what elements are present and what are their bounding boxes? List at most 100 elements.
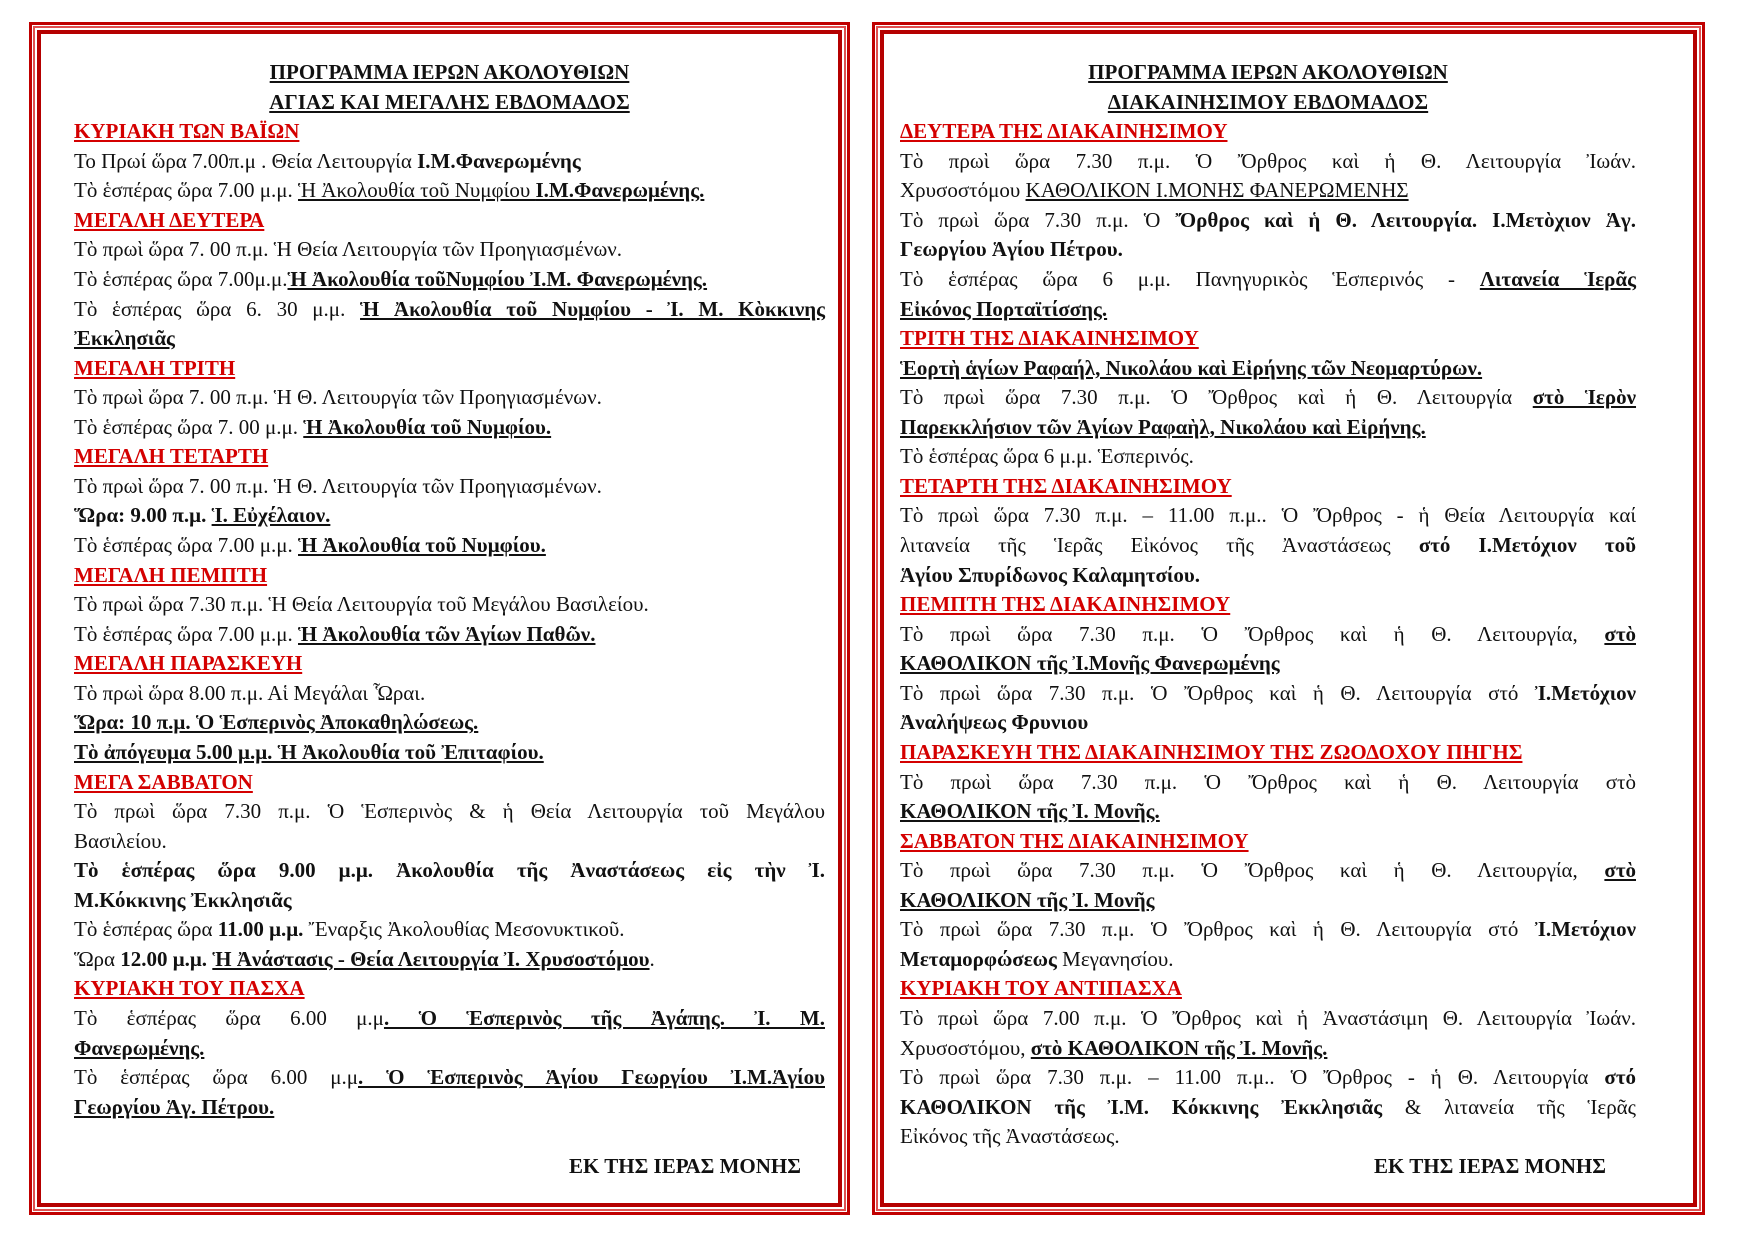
day-heading-text: ΤΕΤΑΡΤΗ ΤΗΣ ΔΙΑΚΑΙΝΗΣΙΜΟΥ (900, 473, 1232, 498)
day-heading-text: ΔΕΥΤΕΡΑ ΤΗΣ ΔΙΑΚΑΙΝΗΣΙΜΟΥ (900, 119, 1228, 144)
text-segment: Τὸ ἑσπέρας ὥρα 9.00 μ.μ. Ἀκολουθία τῆς Ἀ… (74, 858, 825, 883)
text-segment: Ἡ Ἀνάστασις - Θεία Λειτουργία Ἰ. Χρυσοστ… (212, 946, 650, 971)
service-line: Τὸ πρωὶ ὥρα 7.30 π.μ. Ὁ Ὄρθρος καὶ ἡ Θ. … (900, 768, 1636, 798)
text-segment: Τὸ πρωὶ ὥρα 7.30 π.μ. Ὁ (900, 207, 1176, 232)
service-entry: Τὸ πρωὶ ὥρα 7.30 π.μ. Ὁ Ὄρθρος καὶ ἡ Θ. … (900, 679, 1636, 738)
service-entry: Τὸ ἑσπέρας ὥρα 7.00 μ.μ. Ἡ Ἀκολουθία τῶν… (74, 620, 825, 650)
text-segment: Ἰ.Μετόχιον (1534, 680, 1636, 705)
text-segment: Τὸ ἑσπέρας ὥρα 6.00 μ.μ (74, 1006, 384, 1030)
service-line: Χρυσοστόμου, στὸ ΚΑΘΟΛΙΚΟΝ τῆς Ἰ. Μονῆς. (900, 1034, 1636, 1064)
signature-footer: ΕΚ ΤΗΣ ΙΕΡΑΣ ΜΟΝΗΣ (1374, 1153, 1606, 1178)
service-line: ΚΑΘΟΛΙΚΟΝ τῆς Ἰ. Μονῆς (900, 886, 1636, 916)
day-heading-text: ΜΕΓΑ ΣΑΒΒΑΤΟΝ (74, 769, 253, 794)
panel-content: ΠΡΟΓΡΑΜΜΑ ΙΕΡΩΝ ΑΚΟΛΟΥΘΙΩΝ ΑΓΙΑΣ ΚΑΙ ΜΕΓΑ… (74, 58, 825, 1181)
service-line: Τὸ ἑσπέρας ὥρα 7.00μ.μ.Ἡ Ἀκολουθία τοῦΝυ… (74, 265, 825, 295)
text-segment: Μ.Κόκκινης Ἐκκλησιᾶς (74, 887, 292, 912)
day-heading-text: ΜΕΓΑΛΗ ΤΡΙΤΗ (74, 355, 236, 380)
service-line: Τὸ ἑσπέρας ὥρα 6. 30 μ.μ. Ἡ Ἀκολουθία το… (74, 295, 825, 325)
text-segment: στὸ ΚΑΘΟΛΙΚΟΝ τῆς Ἰ. Μονῆς. (1030, 1035, 1328, 1060)
day-heading: ΜΕΓΑΛΗ ΤΕΤΑΡΤΗ (74, 442, 825, 472)
text-segment: Ὄρθρος καὶ ἡ Θ. Λειτουργία. Ι.Μετὸχιον Ἁ… (1175, 207, 1636, 232)
service-line: Τὸ πρωὶ ὥρα 7. 00 π.μ. Ἡ Θ. Λειτουργία τ… (74, 383, 825, 413)
text-segment: Ὥρα: 10 π.μ. Ὁ Ἑσπερινὸς Ἀποκαθηλώσεως. (74, 710, 479, 735)
service-line: ΚΑΘΟΛΙΚΟΝ τῆς Ἰ.Μονῆς Φανερωμένης (900, 649, 1636, 679)
text-segment: Λιτανεία Ἱερᾶς (1479, 266, 1636, 291)
service-entry: Τὸ ἀπόγευμα 5.00 μ.μ. Ἡ Ἀκολουθία τοῦ Ἐπ… (74, 738, 825, 768)
service-entry: Τὸ πρωὶ ὥρα 7. 00 π.μ. Ἡ Θ. Λειτουργία τ… (74, 383, 825, 413)
service-entry: Τὸ πρωὶ ὥρα 7.30 π.μ. – 11.00 π.μ.. Ὁ Ὄρ… (900, 1063, 1636, 1152)
text-segment: στὸ Ἱερὸν (1532, 385, 1637, 410)
day-heading-text: ΜΕΓΑΛΗ ΤΕΤΑΡΤΗ (74, 444, 269, 469)
service-line: Τὸ ἑσπέρας ὥρα 7.00 μ.μ. Ἡ Ἀκολουθία τοῦ… (74, 531, 825, 561)
service-line: Γεωργίου Ἁγ. Πέτρου. (74, 1093, 825, 1123)
page-title: ΔΙΑΚΑΙΝΗΣΙΜΟΥ ΕΒΔΟΜΑΔΟΣ (900, 88, 1636, 118)
text-segment: Ἰ.Μετόχιον (1534, 917, 1636, 942)
service-entry: Τὸ ἑσπέρας ὥρα 6 μ.μ. Ἑσπερινός. (900, 442, 1636, 472)
day-heading: ΜΕΓΑΛΗ ΠΕΜΠΤΗ (74, 561, 825, 591)
text-segment: Ἡ Ἀκολουθία τοῦ Νυμφίου. (303, 414, 552, 439)
text-segment: Μεταμορφώσεως (900, 946, 1063, 971)
service-line: Τὸ πρωὶ ὥρα 7.30 π.μ. Ὁ Ὄρθρος καὶ ἡ Θ. … (900, 915, 1636, 945)
text-segment: Ι.Μ.Φανερωμένης. (535, 178, 705, 203)
service-line: Τὸ ἑσπέρας ὥρα 6 μ.μ. Ἑσπερινός. (900, 442, 1636, 472)
service-entry: Ὥρα: 9.00 π.μ. Ἱ. Εὐχέλαιον. (74, 501, 825, 531)
day-heading-text: ΚΥΡΙΑΚΗ ΤΟΥ ΑΝΤΙΠΑΣΧΑ (900, 976, 1182, 1001)
text-segment: . (649, 946, 655, 971)
text-segment: Τὸ ἑσπέρας ὥρα 6 μ.μ. Ἑσπερινός. (900, 444, 1194, 469)
service-line: Τὸ πρωὶ ὥρα 7.30 π.μ. Ὁ Ὄρθρος καὶ ἡ Θ. … (900, 679, 1636, 709)
text-segment: Τὸ πρωὶ ὥρα 7. 00 π.μ. Ἡ Θ. Λειτουργία τ… (74, 385, 602, 410)
text-segment: Ἡ Ἀκολουθία τοῦ Νυμφίου. (298, 533, 546, 557)
service-entry: Τὸ ἑσπέρας ὥρα 6.00 μ.μ. Ὁ Ἑσπερινὸς τῆς… (74, 1004, 825, 1063)
text-segment: . Ὁ Ἑσπερινὸς τῆς Ἀγάπης. Ἰ. Μ. (383, 1006, 825, 1030)
service-entry: Τὸ πρωὶ ὥρα 7.30 π.μ. Ὁ Ὄρθρος καὶ ἡ Θ. … (900, 915, 1636, 974)
service-line: Τὸ πρωὶ ὥρα 7.30 π.μ. Ὁ Ὄρθρος καὶ ἡ Θ. … (900, 620, 1636, 650)
service-line: Τὸ ἑσπέρας ὥρα 7.00 μ.μ. Ἡ Ἀκολουθία τῶν… (74, 620, 825, 650)
service-entry: Τὸ πρωὶ ὥρα 7.30 π.μ. Ὁ Ὄρθρος καὶ ἡ Θ. … (900, 768, 1636, 827)
day-heading: ΠΑΡΑΣΚΕΥΗ ΤΗΣ ΔΙΑΚΑΙΝΗΣΙΜΟΥ ΤΗΣ ΖΩΟΔΟΧΟΥ… (900, 738, 1636, 768)
text-segment: ΚΑΘΟΛΙΚΟΝ τῆς Ἰ. Μονῆς. (900, 799, 1160, 824)
text-segment: Τὸ ἑσπέρας ὥρα 7. 00 μ.μ. (74, 414, 304, 439)
day-heading-text: ΤΡΙΤΗ ΤΗΣ ΔΙΑΚΑΙΝΗΣΙΜΟΥ (900, 326, 1199, 351)
service-line: Το Πρωί ὥρα 7.00π.μ . Θεία Λειτουργία Ι.… (74, 147, 825, 177)
service-entry: Τὸ ἑσπέρας ὥρα 6. 30 μ.μ. Ἡ Ἀκολουθία το… (74, 295, 825, 354)
service-entry: Τὸ πρωὶ ὥρα 7.30 π.μ. Ὁ Ὄρθρος καὶ ἡ Θ. … (900, 620, 1636, 679)
day-heading: ΠΕΜΠΤΗ ΤΗΣ ΔΙΑΚΑΙΝΗΣΙΜΟΥ (900, 590, 1636, 620)
service-entry: Τὸ ἑσπέρας ὥρα 7.00μ.μ.Ἡ Ἀκολουθία τοῦΝυ… (74, 265, 825, 295)
text-segment: Τὸ πρωὶ ὥρα 7.30 π.μ. Ὁ Ὄρθρος καὶ ἡ Θ. … (900, 148, 1636, 173)
service-entry: Τὸ ἑσπέρας ὥρα 6 μ.μ. Πανηγυρικὸς Ἑσπερι… (900, 265, 1636, 324)
text-segment: Τὸ πρωὶ ὥρα 7.30 π.μ. Ὁ Ὄρθρος καὶ ἡ Θ. … (900, 680, 1535, 705)
day-heading: ΤΕΤΑΡΤΗ ΤΗΣ ΔΙΑΚΑΙΝΗΣΙΜΟΥ (900, 472, 1636, 502)
day-heading: ΚΥΡΙΑΚΗ ΤΟΥ ΠΑΣΧΑ (74, 974, 825, 1004)
schedule-panel-bright-week: ΠΡΟΓΡΑΜΜΑ ΙΕΡΩΝ ΑΚΟΛΟΥΘΙΩΝ ΔΙΑΚΑΙΝΗΣΙΜΟΥ … (872, 22, 1705, 1215)
day-heading: ΚΥΡΙΑΚΗ ΤΟΥ ΑΝΤΙΠΑΣΧΑ (900, 974, 1636, 1004)
service-entry: Τὸ πρωὶ ὥρα 7. 00 π.μ. Ἡ Θεία Λειτουργία… (74, 235, 825, 265)
text-segment: στὸ (1604, 621, 1636, 646)
service-line: Ὥρα: 9.00 π.μ. Ἱ. Εὐχέλαιον. (74, 501, 825, 531)
text-segment: Τὸ πρωὶ ὥρα 7.30 π.μ. – 11.00 π.μ.. Ὁ Ὄρ… (900, 503, 1636, 528)
text-segment: Τὸ πρωὶ ὥρα 7.30 π.μ. Ὁ Ὄρθρος καὶ ἡ Θ. … (900, 769, 1636, 794)
frame-inner: ΠΡΟΓΡΑΜΜΑ ΙΕΡΩΝ ΑΚΟΛΟΥΘΙΩΝ ΔΙΑΚΑΙΝΗΣΙΜΟΥ … (876, 26, 1701, 1211)
text-segment: Ι.Μ.Φανερωμένης (417, 148, 581, 173)
page-title: ΑΓΙΑΣ ΚΑΙ ΜΕΓΑΛΗΣ ΕΒΔΟΜΑΔΟΣ (74, 88, 825, 118)
day-heading-text: ΜΕΓΑΛΗ ΠΑΡΑΣΚΕΥΗ (74, 651, 303, 676)
service-line: Τὸ ἑσπέρας ὥρα 6.00 μ.μ. Ὁ Ἑσπερινὸς τῆς… (74, 1004, 825, 1034)
service-entry: Τὸ ἑσπέρας ὥρα 7. 00 μ.μ. Ἡ Ἀκολουθία το… (74, 413, 825, 443)
day-heading-text: ΜΕΓΑΛΗ ΔΕΥΤΕΡΑ (74, 207, 265, 232)
text-segment: ΚΑΘΟΛΙΚΟΝ Ι.ΜΟΝΗΣ ΦΑΝΕΡΩΜΕΝΗΣ (1025, 178, 1409, 203)
service-line: Βασιλείου. (74, 827, 825, 857)
service-entry: Τὸ ἑσπέρας ὥρα 7.00 μ.μ. Ἡ Ἀκολουθία τοῦ… (74, 531, 825, 561)
text-segment: Τὸ πρωὶ ὥρα 7.30 π.μ. Ὁ Ἑσπερινὸς & ἡ Θε… (74, 799, 825, 824)
text-segment: Ἡ Ἀκολουθία τοῦ Νυμφίου (298, 178, 536, 203)
text-segment: Ἐκκλησιᾶς (74, 326, 175, 351)
day-heading: ΜΕΓΑΛΗ ΔΕΥΤΕΡΑ (74, 206, 825, 236)
service-line: Τὸ ἑσπέρας ὥρα 9.00 μ.μ. Ἀκολουθία τῆς Ἀ… (74, 856, 825, 886)
page-title: ΠΡΟΓΡΑΜΜΑ ΙΕΡΩΝ ΑΚΟΛΟΥΘΙΩΝ (74, 58, 825, 88)
service-entry: Τὸ ἑσπέρας ὥρα 11.00 μ.μ. Ἔναρξις Ἀκολου… (74, 915, 825, 945)
text-segment: Τὸ πρωὶ ὥρα 7.30 π.μ. – 11.00 π.μ.. Ὁ Ὄρ… (900, 1065, 1605, 1090)
text-segment: Εἰκόνος Πορταϊτίσσης. (900, 296, 1108, 321)
text-segment: στὸ (1604, 858, 1636, 883)
text-segment: Ὥρα: 9.00 π.μ. (74, 503, 212, 528)
service-entry: Τὸ ἑσπέρας ὥρα 7.00 μ.μ. Ἡ Ἀκολουθία τοῦ… (74, 176, 825, 206)
service-line: Χρυσοστόμου ΚΑΘΟΛΙΚΟΝ Ι.ΜΟΝΗΣ ΦΑΝΕΡΩΜΕΝΗ… (900, 176, 1636, 206)
day-heading-text: ΚΥΡΙΑΚΗ ΤΟΥ ΠΑΣΧΑ (74, 976, 305, 1001)
